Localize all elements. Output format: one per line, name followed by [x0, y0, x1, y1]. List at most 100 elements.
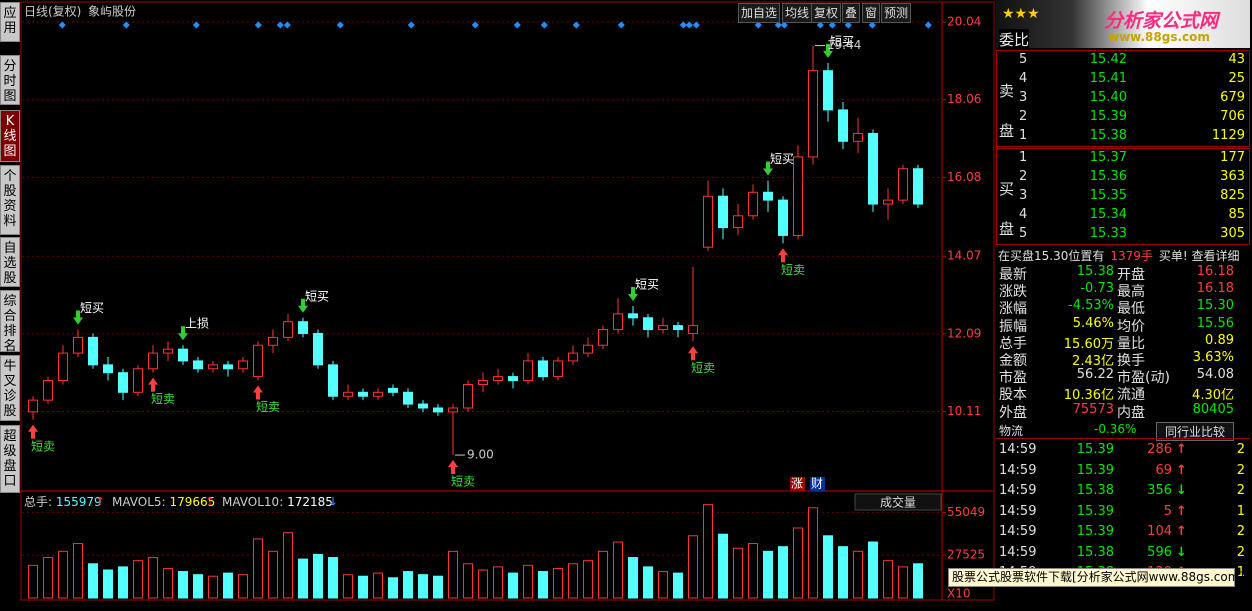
info-marker [513, 21, 521, 29]
candle-body [418, 403, 428, 409]
level: 2 [1019, 169, 1028, 184]
legend-label: 总手: [24, 495, 52, 509]
legend-label: MAVOL10: [222, 495, 283, 509]
stat-value: 15.60万 [1063, 336, 1114, 352]
candle-body [493, 376, 503, 382]
weibi: 委比 [999, 29, 1030, 50]
volume-legend: MAVOL5: 179665 [112, 495, 215, 509]
quote-panel: ★★★ 分析家公式网 www.88gs.com 委比 卖盘 5 15.42 43 4 15.41 2… [996, 0, 1252, 611]
candle-body [733, 215, 743, 229]
stock-name: 象屿股份 [88, 5, 136, 19]
price: 15.40 [1089, 90, 1127, 105]
candle-body [403, 391, 413, 405]
volume-bar [268, 550, 278, 599]
volume-bar [178, 571, 188, 599]
candle-body [253, 344, 263, 378]
stat-value: 4.30亿 [1192, 388, 1234, 404]
order-book: 买盘 1 15.37 177 2 15.36 363 3 15.35 825 4 15.34 85 5 15… [996, 148, 1250, 245]
stat-label: 涨跌 [999, 284, 1027, 301]
candle-body [778, 199, 788, 236]
volume-bar [298, 558, 308, 599]
stat-value: 15.38 [1076, 264, 1114, 279]
candle-body [313, 332, 323, 366]
candle-body [178, 348, 188, 362]
info-marker [254, 21, 262, 29]
notice-part[interactable]: 买单! 查看详细 [1158, 249, 1240, 263]
stat-label: 股本 [999, 387, 1027, 404]
candle-body [73, 336, 83, 354]
tick-count: 2 [1236, 462, 1245, 478]
stat-label: 振幅 [999, 318, 1027, 335]
side-tab[interactable]: 应用 [0, 2, 20, 42]
volume-bar [568, 563, 578, 599]
y-tick-label: 14.07 [947, 249, 981, 263]
candle-body [703, 195, 713, 248]
signal-arrow [778, 248, 788, 263]
toolbar-button[interactable]: 均线 [782, 3, 813, 23]
tick-price: 15.39 [1076, 462, 1114, 478]
candle-body [553, 360, 563, 378]
signal-arrow [763, 161, 773, 176]
volume-bar [508, 572, 518, 599]
legend-value: 155979 [56, 495, 102, 509]
tick-time: 14:59 [999, 524, 1037, 539]
info-marker [540, 21, 548, 29]
side-tab[interactable]: 个股资料 [0, 165, 20, 235]
stat-label: 市盈(动) [1117, 370, 1170, 387]
toolbar-button[interactable]: 叠 [842, 3, 861, 23]
level: 1 [1019, 128, 1028, 143]
tick-time: 14:59 [999, 503, 1037, 519]
side-tab[interactable]: 综合排名 [0, 290, 20, 354]
level: 3 [1019, 188, 1028, 203]
candle-body [508, 376, 518, 382]
rating: ★★★ [1002, 6, 1040, 22]
toolbar-button[interactable]: 预测 [881, 3, 912, 23]
signal-label: 短买 [305, 289, 329, 303]
stat-label: 换手 [1117, 353, 1145, 369]
panel-tab[interactable]: 物流 [999, 424, 1024, 438]
notice: 在买盘15.30位置有 1379手 买单! 查看详细 [998, 247, 1240, 264]
legend-arrow: ↑ [205, 495, 215, 509]
tick-count: 1 [1236, 503, 1245, 519]
toolbar-button[interactable]: 加自选 [738, 3, 781, 23]
signal-arrow [73, 310, 83, 325]
panel-tab[interactable]: 同行业比较 [1156, 422, 1235, 441]
volume-bar [133, 560, 143, 599]
stat-value: 75573 [1072, 401, 1114, 417]
y-tick-label: 55049 [947, 505, 985, 519]
volume-bar [463, 563, 473, 599]
volume-bar [688, 535, 698, 599]
badge: 财 [811, 477, 823, 491]
order-book: 卖盘 5 15.42 43 4 15.41 25 3 15.40 679 2 15.39 706 1 15.… [996, 50, 1250, 147]
price: 15.38 [1089, 128, 1127, 143]
candle-body [43, 380, 53, 401]
volume-legend: MAVOL10: 172185 [222, 495, 333, 509]
volume-bar [403, 571, 413, 599]
volume-bar [748, 543, 758, 599]
candle-body [148, 352, 158, 370]
volume-bar [703, 504, 713, 599]
toolbar-button[interactable]: 复权 [811, 3, 842, 23]
tick-count: 2 [1236, 442, 1245, 457]
price: 15.34 [1089, 207, 1127, 222]
side-tab[interactable]: 自选股 [0, 237, 20, 287]
candle-body [208, 364, 218, 370]
volume-bar [778, 546, 788, 599]
volume-bar [613, 541, 623, 599]
side-tab[interactable]: 超级盘口 [0, 425, 20, 493]
side-tab[interactable]: 分时图 [0, 55, 20, 105]
level: 2 [1019, 109, 1028, 124]
candle-body [658, 325, 668, 331]
side-tab[interactable]: 牛叉诊股 [0, 355, 20, 421]
volume-bar [718, 533, 728, 599]
toolbar-button[interactable]: 窗 [862, 3, 881, 23]
volume-bar [88, 563, 98, 599]
legend-value: 179665 [169, 495, 215, 509]
candle-body [583, 344, 593, 354]
volume-bar [823, 535, 833, 599]
signal-arrow [688, 346, 698, 361]
signal-arrow [253, 385, 263, 400]
volume-bar [673, 572, 683, 599]
side-tab[interactable]: K线图 [0, 110, 20, 162]
volume-bar [28, 564, 38, 599]
